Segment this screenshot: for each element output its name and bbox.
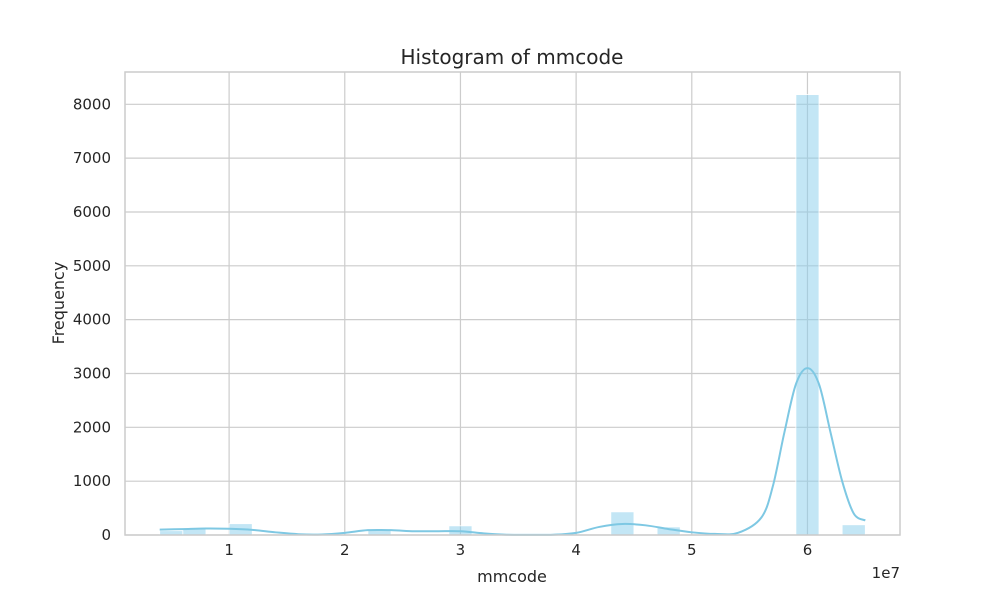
y-axis-label: Frequency (49, 262, 68, 345)
x-axis-scale-note: 1e7 (872, 564, 900, 582)
y-tick-label: 6000 (73, 203, 111, 221)
x-tick-label: 2 (340, 541, 350, 559)
kde-curve-layer (159, 367, 866, 536)
x-axis-label: mmcode (477, 567, 547, 586)
y-tick-labels: 0 1000 2000 3000 4000 5000 6000 7000 8000 (73, 95, 111, 544)
x-tick-label: 1 (224, 541, 234, 559)
y-tick-label: 7000 (73, 149, 111, 167)
y-tick-label: 8000 (73, 95, 111, 113)
plot-frame (124, 71, 901, 536)
histogram-bars (159, 94, 866, 536)
x-tick-label: 5 (687, 541, 697, 559)
kde-curve (159, 367, 866, 536)
y-tick-label: 2000 (73, 418, 111, 436)
x-tick-label: 3 (456, 541, 466, 559)
y-tick-label: 1000 (73, 472, 111, 490)
y-tick-label: 3000 (73, 364, 111, 382)
histogram-bar (841, 524, 866, 536)
chart-title: Histogram of mmcode (401, 45, 624, 69)
y-tick-label: 0 (101, 526, 111, 544)
grid-lines (125, 72, 900, 536)
y-tick-label: 4000 (73, 311, 111, 329)
x-tick-label: 4 (571, 541, 581, 559)
y-tick-label: 5000 (73, 257, 111, 275)
x-tick-labels: 1 2 3 4 5 6 (224, 541, 812, 559)
x-tick-label: 6 (803, 541, 813, 559)
histogram-bar (795, 94, 820, 536)
